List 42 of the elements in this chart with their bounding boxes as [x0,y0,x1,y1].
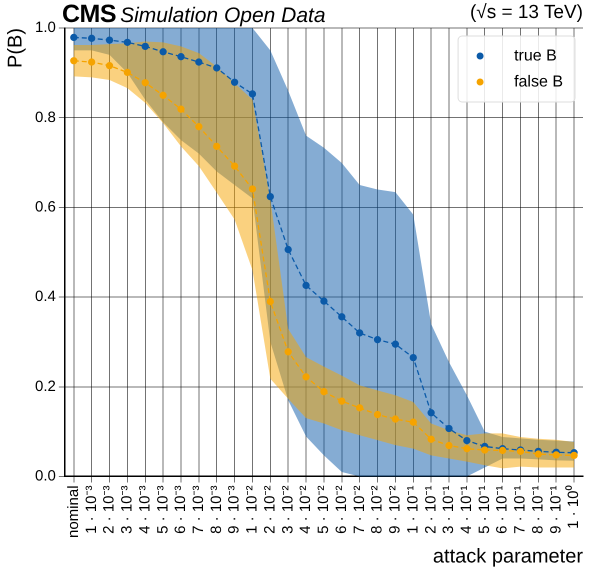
x-tick-label: 9 · 10⁻² [386,485,404,534]
y-tick-label: 0.4 [34,288,56,306]
x-tick-label: 5 · 10⁻¹ [476,485,493,534]
x-tick-label: 1 · 10⁻² [244,485,261,534]
x-tick-label: 3 · 10⁻² [279,485,296,534]
chart-title: CMS [62,0,116,28]
x-tick-label: 8 · 10⁻³ [208,485,225,534]
x-tick-label: 1 · 10⁰ [565,485,582,529]
x-tick-label: 7 · 10⁻³ [190,485,207,534]
x-tick-label: 3 · 10⁻¹ [440,485,458,534]
x-tick-label: 1 · 10⁻³ [82,485,100,534]
x-tick-label: 7 · 10⁻¹ [512,485,529,534]
y-tick-label: 0.8 [34,108,56,126]
x-tick-label: 6 · 10⁻¹ [494,485,511,534]
y-tick-label: 0.6 [34,198,56,216]
legend-label: false B [514,73,564,90]
x-tick-label: 4 · 10⁻² [297,485,314,534]
x-tick-label: 5 · 10⁻³ [154,485,172,534]
x-tick-label: 6 · 10⁻² [332,485,350,534]
x-tick-label: nominal [64,485,82,538]
x-tick-label: 1 · 10⁻¹ [404,485,422,534]
x-tick-label: 2 · 10⁻¹ [422,485,440,534]
x-tick-label: 2 · 10⁻³ [100,485,118,534]
x-tick-label: 3 · 10⁻³ [118,485,136,534]
chart-subtitle: Simulation Open Data [120,4,326,27]
y-axis-title: P(B) [4,28,27,68]
x-tick-label: 8 · 10⁻¹ [529,485,546,534]
x-tick-label: 5 · 10⁻² [315,485,332,534]
x-tick-label: 9 · 10⁻³ [226,485,243,534]
x-tick-label: 4 · 10⁻³ [136,485,154,534]
x-tick-label: 9 · 10⁻¹ [547,485,564,534]
x-tick-label: 7 · 10⁻² [350,485,368,534]
x-tick-label: 4 · 10⁻¹ [458,485,476,534]
y-tick-label: 0.0 [34,468,56,485]
text: (√s = 13 TeV) [470,2,583,23]
y-tick-label: 0.2 [34,378,56,395]
x-tick-label: 8 · 10⁻² [368,485,386,534]
y-tick-label: 1.0 [34,19,56,36]
x-axis-title: attack parameter [432,546,584,568]
x-tick-label: 6 · 10⁻³ [172,485,190,534]
legend-label: true B [514,47,557,64]
x-tick-label: 2 · 10⁻² [261,485,278,534]
